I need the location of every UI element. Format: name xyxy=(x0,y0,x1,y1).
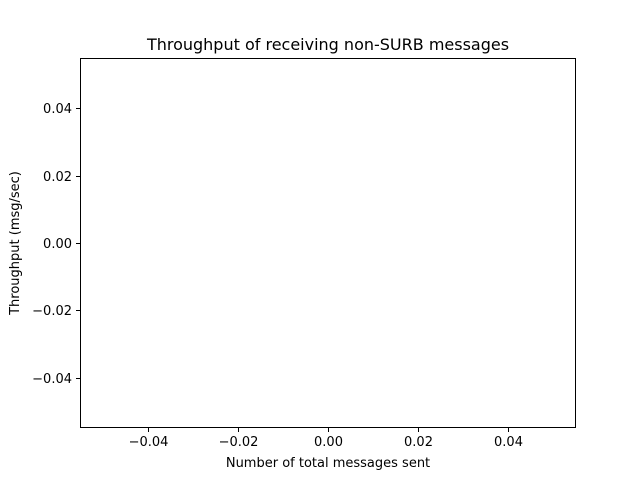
y-tick-label: 0.00 xyxy=(43,237,72,252)
plot-area-frame xyxy=(80,58,576,428)
x-axis-label: Number of total messages sent xyxy=(226,456,430,471)
y-tick-label: −0.04 xyxy=(32,372,72,387)
x-axis: −0.04 −0.02 0.00 0.02 0.04 xyxy=(129,428,523,450)
y-tick-label: 0.02 xyxy=(43,170,72,185)
x-tick-label: 0.02 xyxy=(404,435,433,450)
y-axis: −0.04 −0.02 0.00 0.02 0.04 xyxy=(32,102,80,387)
x-tick-label: −0.02 xyxy=(219,435,259,450)
y-tick-label: 0.04 xyxy=(43,102,72,117)
y-tick-label: −0.02 xyxy=(32,304,72,319)
x-tick-label: 0.00 xyxy=(314,435,343,450)
x-tick-label: 0.04 xyxy=(494,435,523,450)
chart-title: Throughput of receiving non-SURB message… xyxy=(146,35,509,54)
y-axis-label: Throughput (msg/sec) xyxy=(8,171,23,316)
x-tick-label: −0.04 xyxy=(129,435,169,450)
